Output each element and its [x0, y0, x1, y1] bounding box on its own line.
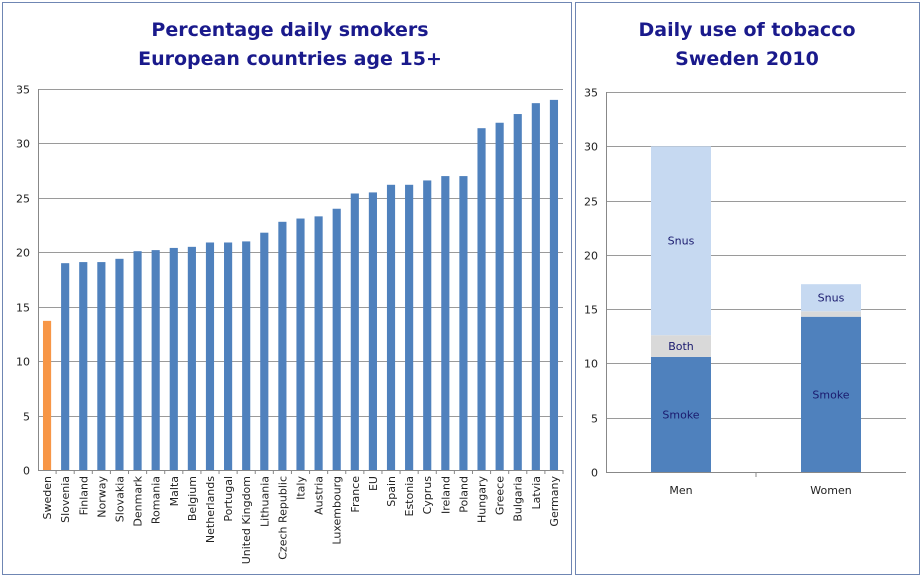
smokers-bar-sweden: [42, 320, 52, 470]
smokers-bar-czech-republic: [278, 221, 287, 470]
tobacco-segment-label: Snus: [668, 235, 695, 248]
tobacco-y-tick-label: 10: [584, 358, 598, 371]
smokers-x-tick-label: Poland: [457, 476, 470, 513]
smokers-x-tick-label: Romania: [150, 476, 163, 524]
tobacco-y-tick-label: 25: [584, 196, 598, 209]
smokers-x-tick-label: Czech Republic: [276, 476, 289, 560]
tobacco-segment-women-smoke: [801, 316, 861, 472]
smokers-x-tick-label: France: [349, 476, 362, 513]
smokers-bar-ireland: [441, 176, 450, 471]
smokers-y-tick-label: 0: [23, 465, 30, 478]
smokers-x-tick-label: Latvia: [530, 476, 543, 510]
smokers-bar-germany: [549, 99, 559, 470]
smokers-bar-estonia: [405, 184, 414, 470]
smokers-bar-finland: [79, 262, 88, 470]
tobacco-segment-label: Both: [668, 340, 694, 353]
smokers-x-tick-label: Belgium: [186, 476, 199, 521]
smokers-x-tick-label: Denmark: [132, 475, 145, 526]
tobacco-y-tick-label: 15: [584, 304, 598, 317]
smokers-x-tick-label: Spain: [385, 476, 398, 507]
smokers-chart-panel: Percentage daily smokers European countr…: [2, 2, 572, 575]
smokers-bar-united-kingdom: [242, 241, 251, 470]
tobacco-segment-label: Smoke: [812, 388, 849, 401]
smokers-bar-chart: Percentage daily smokers European countr…: [16, 19, 564, 564]
tobacco-y-tick-label: 35: [584, 87, 598, 100]
smokers-bar-hungary: [477, 128, 486, 470]
smokers-x-tick-label: United Kingdom: [240, 476, 253, 564]
tobacco-segment-men-snus: [651, 146, 711, 336]
tobacco-chart-panel: Daily use of tobacco Sweden 2010 0 5 10 15 2…: [575, 2, 920, 575]
tobacco-stacked-chart: Daily use of tobacco Sweden 2010 0 5 10 15 2…: [584, 19, 906, 497]
smokers-x-tick-label: Italy: [295, 476, 308, 500]
smokers-x-tick-label: Bulgaria: [512, 476, 525, 522]
smokers-bar-poland: [459, 176, 468, 471]
tobacco-chart-title-line-1: Daily use of tobacco: [638, 19, 855, 41]
tobacco-segment-label: Smoke: [662, 408, 699, 421]
smokers-x-tick-label: Portugal: [222, 476, 235, 522]
smokers-x-tick-label: Lithuania: [258, 476, 271, 527]
smokers-bar-belgium: [187, 246, 196, 470]
smokers-x-tick-label: EU: [367, 476, 380, 491]
smokers-bar-netherlands: [205, 242, 215, 470]
smokers-x-tick-label: Malta: [168, 476, 181, 506]
smokers-bar-romania: [151, 250, 160, 470]
smokers-bar-denmark: [133, 251, 142, 470]
tobacco-segment-men-smoke: [651, 356, 711, 472]
tobacco-y-tick-label: 5: [591, 413, 598, 426]
tobacco-segment-label: Snus: [818, 292, 845, 305]
smokers-x-tick-label: Austria: [313, 476, 326, 515]
smokers-y-tick-label: 35: [16, 84, 30, 97]
smokers-bar-norway: [97, 262, 106, 470]
tobacco-segment-men-both: [651, 335, 711, 357]
smokers-x-tick-label: Ireland: [439, 476, 452, 514]
tobacco-y-tick-label: 0: [591, 467, 598, 480]
smokers-y-tick-label: 25: [16, 193, 30, 206]
smokers-x-tick-label: Netherlands: [204, 476, 217, 543]
smokers-bar-slovenia: [61, 263, 70, 470]
smokers-chart-title-line-1: Percentage daily smokers: [151, 19, 428, 41]
smokers-x-tick-label: Estonia: [403, 476, 416, 517]
tobacco-y-tick-label: 20: [584, 250, 598, 263]
smokers-bar-cyprus: [423, 180, 432, 470]
smokers-chart-title-line-2: European countries age 15+: [138, 48, 442, 70]
tobacco-x-tick-label: Women: [810, 484, 851, 497]
smokers-bar-portugal: [224, 242, 233, 470]
smokers-y-tick-label: 10: [16, 356, 30, 369]
smokers-x-tick-label: Cyprus: [421, 476, 434, 515]
tobacco-x-tick-label: Men: [669, 484, 692, 497]
smokers-bar-greece: [495, 122, 504, 470]
tobacco-y-tick-label: 30: [584, 141, 598, 154]
smokers-y-tick-label: 15: [16, 302, 30, 315]
smokers-bar-malta: [169, 247, 178, 470]
tobacco-segment-women-snus: [801, 284, 861, 312]
smokers-bar-eu: [368, 192, 377, 470]
smokers-x-tick-label: Slovakia: [113, 476, 126, 522]
smokers-x-tick-label: Slovenia: [59, 476, 72, 523]
smokers-x-tick-label: Germany: [548, 476, 561, 527]
smokers-bar-austria: [314, 216, 323, 470]
smokers-bar-slovakia: [115, 258, 124, 470]
smokers-bar-bulgaria: [513, 114, 522, 470]
smokers-x-tick-label: Sweden: [41, 476, 54, 519]
smokers-y-tick-label: 20: [16, 247, 30, 260]
smokers-x-tick-label: Greece: [494, 476, 507, 515]
smokers-x-tick-label: Hungary: [476, 476, 489, 523]
smokers-bar-luxembourg: [332, 208, 341, 470]
smokers-bar-italy: [296, 218, 305, 470]
smokers-x-tick-label: Luxembourg: [331, 476, 344, 545]
smokers-bar-lithuania: [260, 232, 269, 470]
smokers-x-tick-label: Finland: [77, 476, 90, 515]
smokers-bar-spain: [386, 184, 396, 470]
smokers-bar-france: [350, 193, 359, 470]
tobacco-chart-title-line-2: Sweden 2010: [675, 48, 819, 70]
tobacco-segment-women-both: [801, 311, 861, 317]
smokers-y-tick-label: 30: [16, 138, 30, 151]
smokers-bar-latvia: [531, 103, 540, 470]
smokers-y-tick-label: 5: [23, 411, 30, 424]
smokers-x-tick-label: Norway: [95, 476, 108, 518]
